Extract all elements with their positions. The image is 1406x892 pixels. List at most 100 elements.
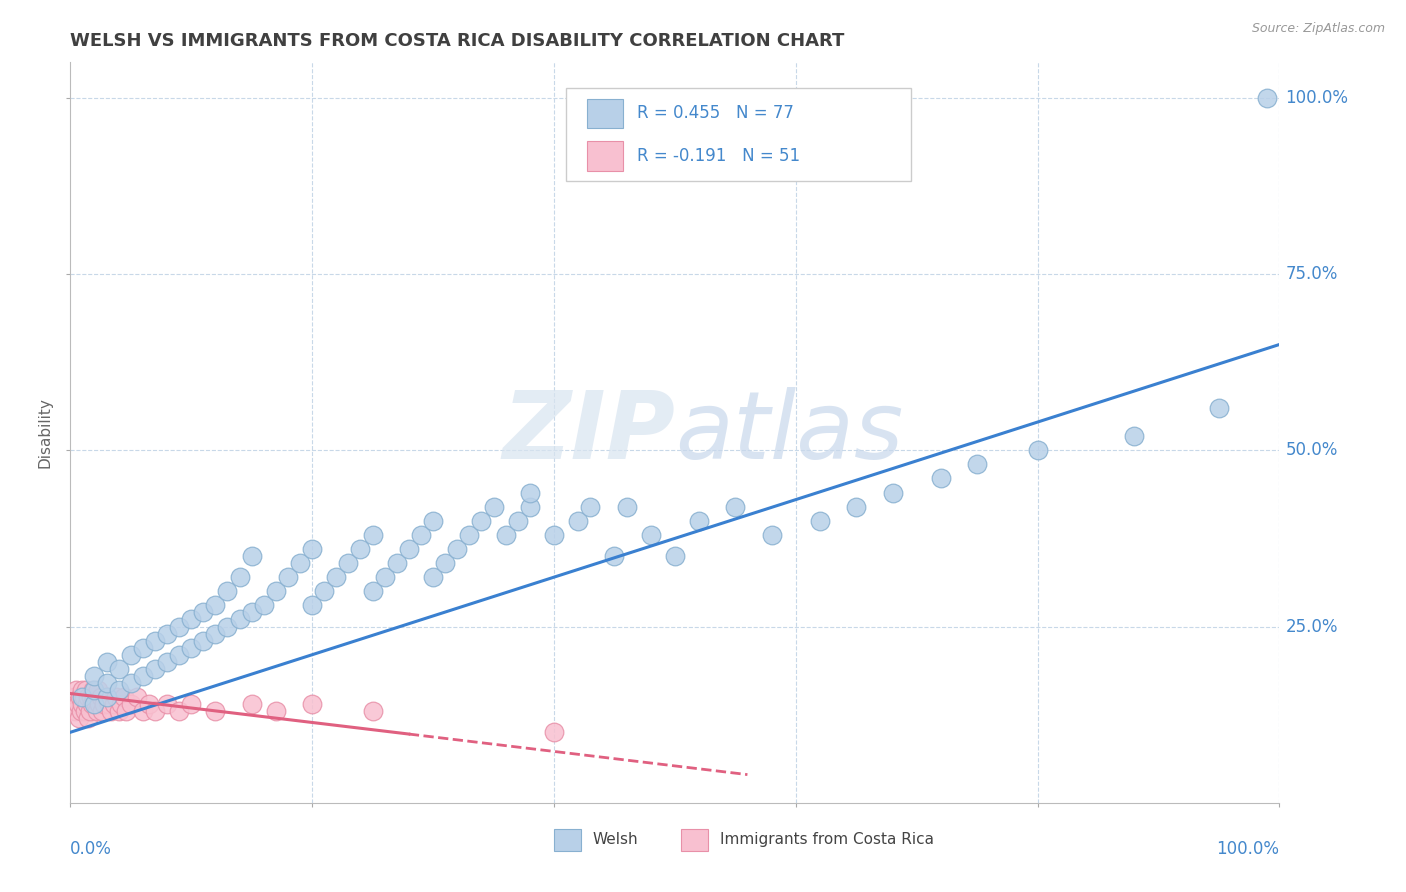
Point xyxy=(120,648,142,662)
Point xyxy=(482,500,505,514)
Bar xyxy=(554,829,581,851)
Point xyxy=(966,458,988,472)
Point xyxy=(72,690,94,704)
Point xyxy=(361,528,384,542)
Point xyxy=(288,556,311,570)
Point xyxy=(301,599,323,613)
Point xyxy=(579,500,602,514)
Point xyxy=(808,514,831,528)
Point xyxy=(228,612,250,626)
Text: 0.0%: 0.0% xyxy=(70,840,112,858)
Text: Welsh: Welsh xyxy=(593,832,638,847)
Point xyxy=(240,606,263,620)
Point xyxy=(132,704,155,718)
Text: Immigrants from Costa Rica: Immigrants from Costa Rica xyxy=(720,832,934,847)
Text: Source: ZipAtlas.com: Source: ZipAtlas.com xyxy=(1251,22,1385,36)
Point xyxy=(72,683,94,698)
Point xyxy=(100,704,122,718)
Point xyxy=(96,676,118,690)
Point xyxy=(253,599,276,613)
Point xyxy=(724,500,747,514)
Text: WELSH VS IMMIGRANTS FROM COSTA RICA DISABILITY CORRELATION CHART: WELSH VS IMMIGRANTS FROM COSTA RICA DISA… xyxy=(70,32,845,50)
Point xyxy=(882,485,904,500)
Point xyxy=(301,697,323,711)
Point xyxy=(398,541,420,556)
Point xyxy=(156,655,179,669)
Point xyxy=(107,704,129,718)
Point xyxy=(337,556,360,570)
Point xyxy=(374,570,396,584)
Point xyxy=(90,704,112,718)
Point xyxy=(277,570,299,584)
Point xyxy=(543,528,565,542)
Point xyxy=(143,633,166,648)
Point xyxy=(77,711,100,725)
Point xyxy=(110,697,132,711)
Point xyxy=(98,697,121,711)
Point xyxy=(217,584,239,599)
Point xyxy=(361,584,384,599)
Point xyxy=(458,528,481,542)
Point xyxy=(105,690,128,704)
Text: 25.0%: 25.0% xyxy=(1285,617,1339,635)
Point xyxy=(77,690,100,704)
Bar xyxy=(586,98,623,128)
Point xyxy=(264,584,287,599)
Point xyxy=(167,704,190,718)
Point xyxy=(314,584,336,599)
Point xyxy=(349,541,371,556)
Point xyxy=(63,690,86,704)
Text: 100.0%: 100.0% xyxy=(1285,88,1348,107)
Point xyxy=(72,690,94,704)
Point xyxy=(1208,401,1230,415)
Point xyxy=(470,514,492,528)
Point xyxy=(143,704,166,718)
Point xyxy=(132,640,155,655)
Point xyxy=(495,528,517,542)
Point xyxy=(63,704,86,718)
Point xyxy=(193,606,215,620)
Point xyxy=(543,725,565,739)
Point xyxy=(180,697,202,711)
Point xyxy=(156,697,179,711)
Point xyxy=(107,662,129,676)
Point xyxy=(80,690,103,704)
Point xyxy=(73,704,96,718)
Text: ZIP: ZIP xyxy=(502,386,675,479)
Point xyxy=(240,549,263,563)
Point xyxy=(422,570,444,584)
Point xyxy=(929,471,952,485)
Point xyxy=(87,683,110,698)
Point xyxy=(83,690,105,704)
Point xyxy=(422,514,444,528)
Point xyxy=(761,528,783,542)
Point xyxy=(640,528,662,542)
Point xyxy=(167,648,190,662)
Point xyxy=(1256,91,1278,105)
Point xyxy=(72,697,94,711)
Point xyxy=(76,697,98,711)
Text: atlas: atlas xyxy=(675,387,903,478)
Point xyxy=(506,514,529,528)
Point xyxy=(67,711,90,725)
Point xyxy=(66,697,89,711)
Point xyxy=(89,697,111,711)
Point xyxy=(107,683,129,698)
Point xyxy=(519,500,541,514)
Text: 50.0%: 50.0% xyxy=(1285,442,1339,459)
Point xyxy=(325,570,347,584)
Point xyxy=(204,599,226,613)
Point xyxy=(180,612,202,626)
Point xyxy=(96,690,118,704)
Point xyxy=(86,704,108,718)
Bar xyxy=(681,829,707,851)
Point xyxy=(84,697,107,711)
Bar xyxy=(586,141,623,170)
Point xyxy=(120,676,142,690)
Point xyxy=(83,697,105,711)
Point xyxy=(204,704,226,718)
Point xyxy=(138,697,160,711)
Point xyxy=(217,619,239,633)
Point xyxy=(65,683,87,698)
Point xyxy=(70,704,93,718)
